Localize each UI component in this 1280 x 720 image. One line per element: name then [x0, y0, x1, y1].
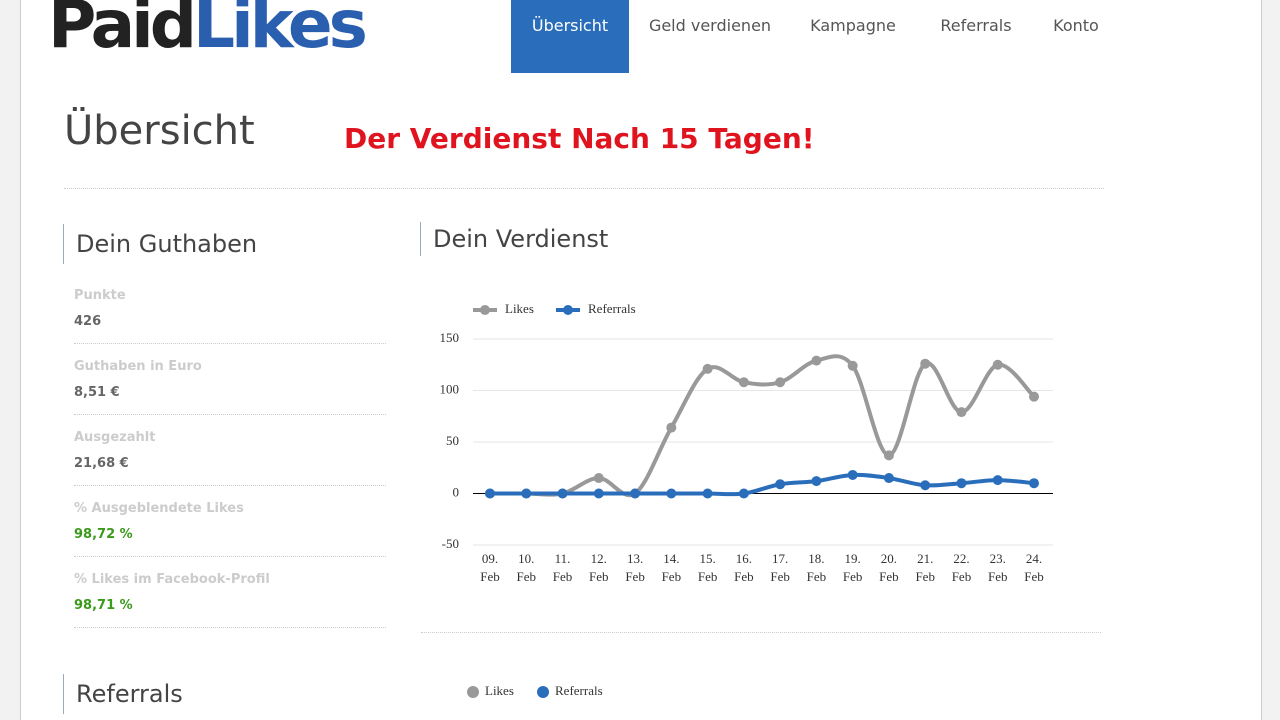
data-point [847, 469, 858, 480]
stat-value: 8,51 € [74, 385, 120, 400]
legend-swatch [537, 686, 549, 698]
x-tick-label: 10. Feb [516, 551, 537, 584]
data-point [593, 488, 604, 499]
divider [74, 414, 386, 415]
divider [64, 188, 1104, 189]
x-tick-label: 13. Feb [625, 551, 645, 584]
nav-tab[interactable]: Konto [1053, 16, 1099, 35]
y-tick-label: 100 [440, 381, 460, 396]
x-tick-label: 19. Feb [842, 551, 863, 584]
data-point [883, 473, 894, 484]
divider [74, 556, 386, 557]
banner: Der Verdienst Nach 15 Tagen! [344, 122, 815, 155]
stat-label: % Likes im Facebook-Profil [74, 572, 270, 587]
data-point [738, 488, 749, 499]
data-point [883, 450, 894, 461]
x-tick-label: 22. Feb [951, 551, 972, 584]
stat-label: Ausgezahlt [74, 430, 156, 445]
x-tick-label: 21. Feb [915, 551, 935, 584]
stat-label: Guthaben in Euro [74, 359, 202, 374]
legend: Likes Referrals [467, 683, 603, 698]
x-tick-label: 24. Feb [1024, 551, 1044, 584]
data-point [775, 479, 786, 490]
divider [421, 632, 1101, 633]
stat-value: 98,72 % [74, 527, 133, 542]
legend-label: Likes [505, 301, 534, 316]
x-tick-label: 18. Feb [806, 551, 827, 584]
x-tick-label: 12. Feb [589, 551, 609, 584]
nav-tab[interactable]: Referrals [940, 16, 1012, 35]
content: PaidLikes Übersicht Geld verdienen Kampa… [20, 0, 1262, 720]
x-tick-label: 20. Feb [879, 551, 899, 584]
data-point [847, 360, 858, 371]
stat-value: 98,71 % [74, 598, 133, 613]
legend-swatch [480, 305, 490, 315]
y-tick-label: 150 [440, 330, 460, 345]
legend-swatch [563, 305, 573, 315]
data-point [1029, 391, 1039, 402]
data-point [920, 480, 931, 491]
stat-label: % Ausgeblendete Likes [74, 501, 244, 516]
series-line [490, 472, 1035, 497]
data-point [593, 473, 604, 484]
data-point [666, 422, 677, 433]
section-title: Dein Guthaben [63, 224, 257, 264]
section-title: Referrals [63, 674, 183, 714]
data-point [702, 488, 713, 499]
data-point [702, 363, 713, 374]
legend-label: Referrals [588, 301, 636, 316]
chart: -50 0 50 100 150 Likes Referrals [440, 301, 1053, 551]
stat-label: Punkte [74, 288, 126, 303]
data-point [630, 488, 641, 499]
data-point [992, 359, 1003, 370]
legend-swatch [467, 686, 479, 698]
data-point [811, 355, 822, 366]
y-tick-label: -50 [442, 536, 459, 551]
legend-label: Likes [485, 683, 514, 698]
legend-label: Referrals [555, 683, 603, 698]
y-tick-label: 0 [453, 484, 460, 499]
divider [74, 485, 386, 486]
x-tick-label: 09. Feb [480, 551, 500, 584]
stat-value: 426 [74, 314, 102, 329]
data-point [521, 488, 532, 499]
data-point [811, 476, 822, 487]
x-tick-label: 17. Feb [770, 551, 790, 584]
data-point [956, 478, 967, 489]
logo[interactable]: PaidLikes [48, 0, 368, 63]
y-tick-label: 50 [446, 433, 459, 448]
data-point [1029, 478, 1039, 489]
divider [74, 627, 386, 628]
x-tick-label: 14. Feb [661, 551, 682, 584]
x-tick-label: 15. Feb [697, 551, 718, 584]
logo-text: Likes [193, 0, 368, 63]
data-point [557, 488, 568, 499]
nav-tab[interactable]: Geld verdienen [648, 16, 772, 35]
logo-text: Paid [48, 0, 197, 63]
x-tick-label: 23. Feb [987, 551, 1008, 584]
page-title: Übersicht [64, 108, 255, 154]
data-point [738, 377, 749, 388]
data-point [992, 475, 1003, 486]
series-line [490, 354, 1036, 498]
stat-value: 21,68 € [74, 456, 129, 471]
data-point [485, 488, 495, 499]
x-tick-label: 16. Feb [734, 551, 754, 584]
x-tick-label: 11. Feb [552, 551, 573, 584]
nav-tab[interactable]: Kampagne [810, 16, 896, 35]
divider [74, 343, 386, 344]
data-point [775, 377, 786, 388]
nav-tab[interactable]: Übersicht [511, 0, 629, 73]
data-point [666, 488, 677, 499]
data-point [920, 358, 931, 369]
data-point [956, 407, 967, 418]
chart-title: Dein Verdienst [420, 222, 608, 256]
